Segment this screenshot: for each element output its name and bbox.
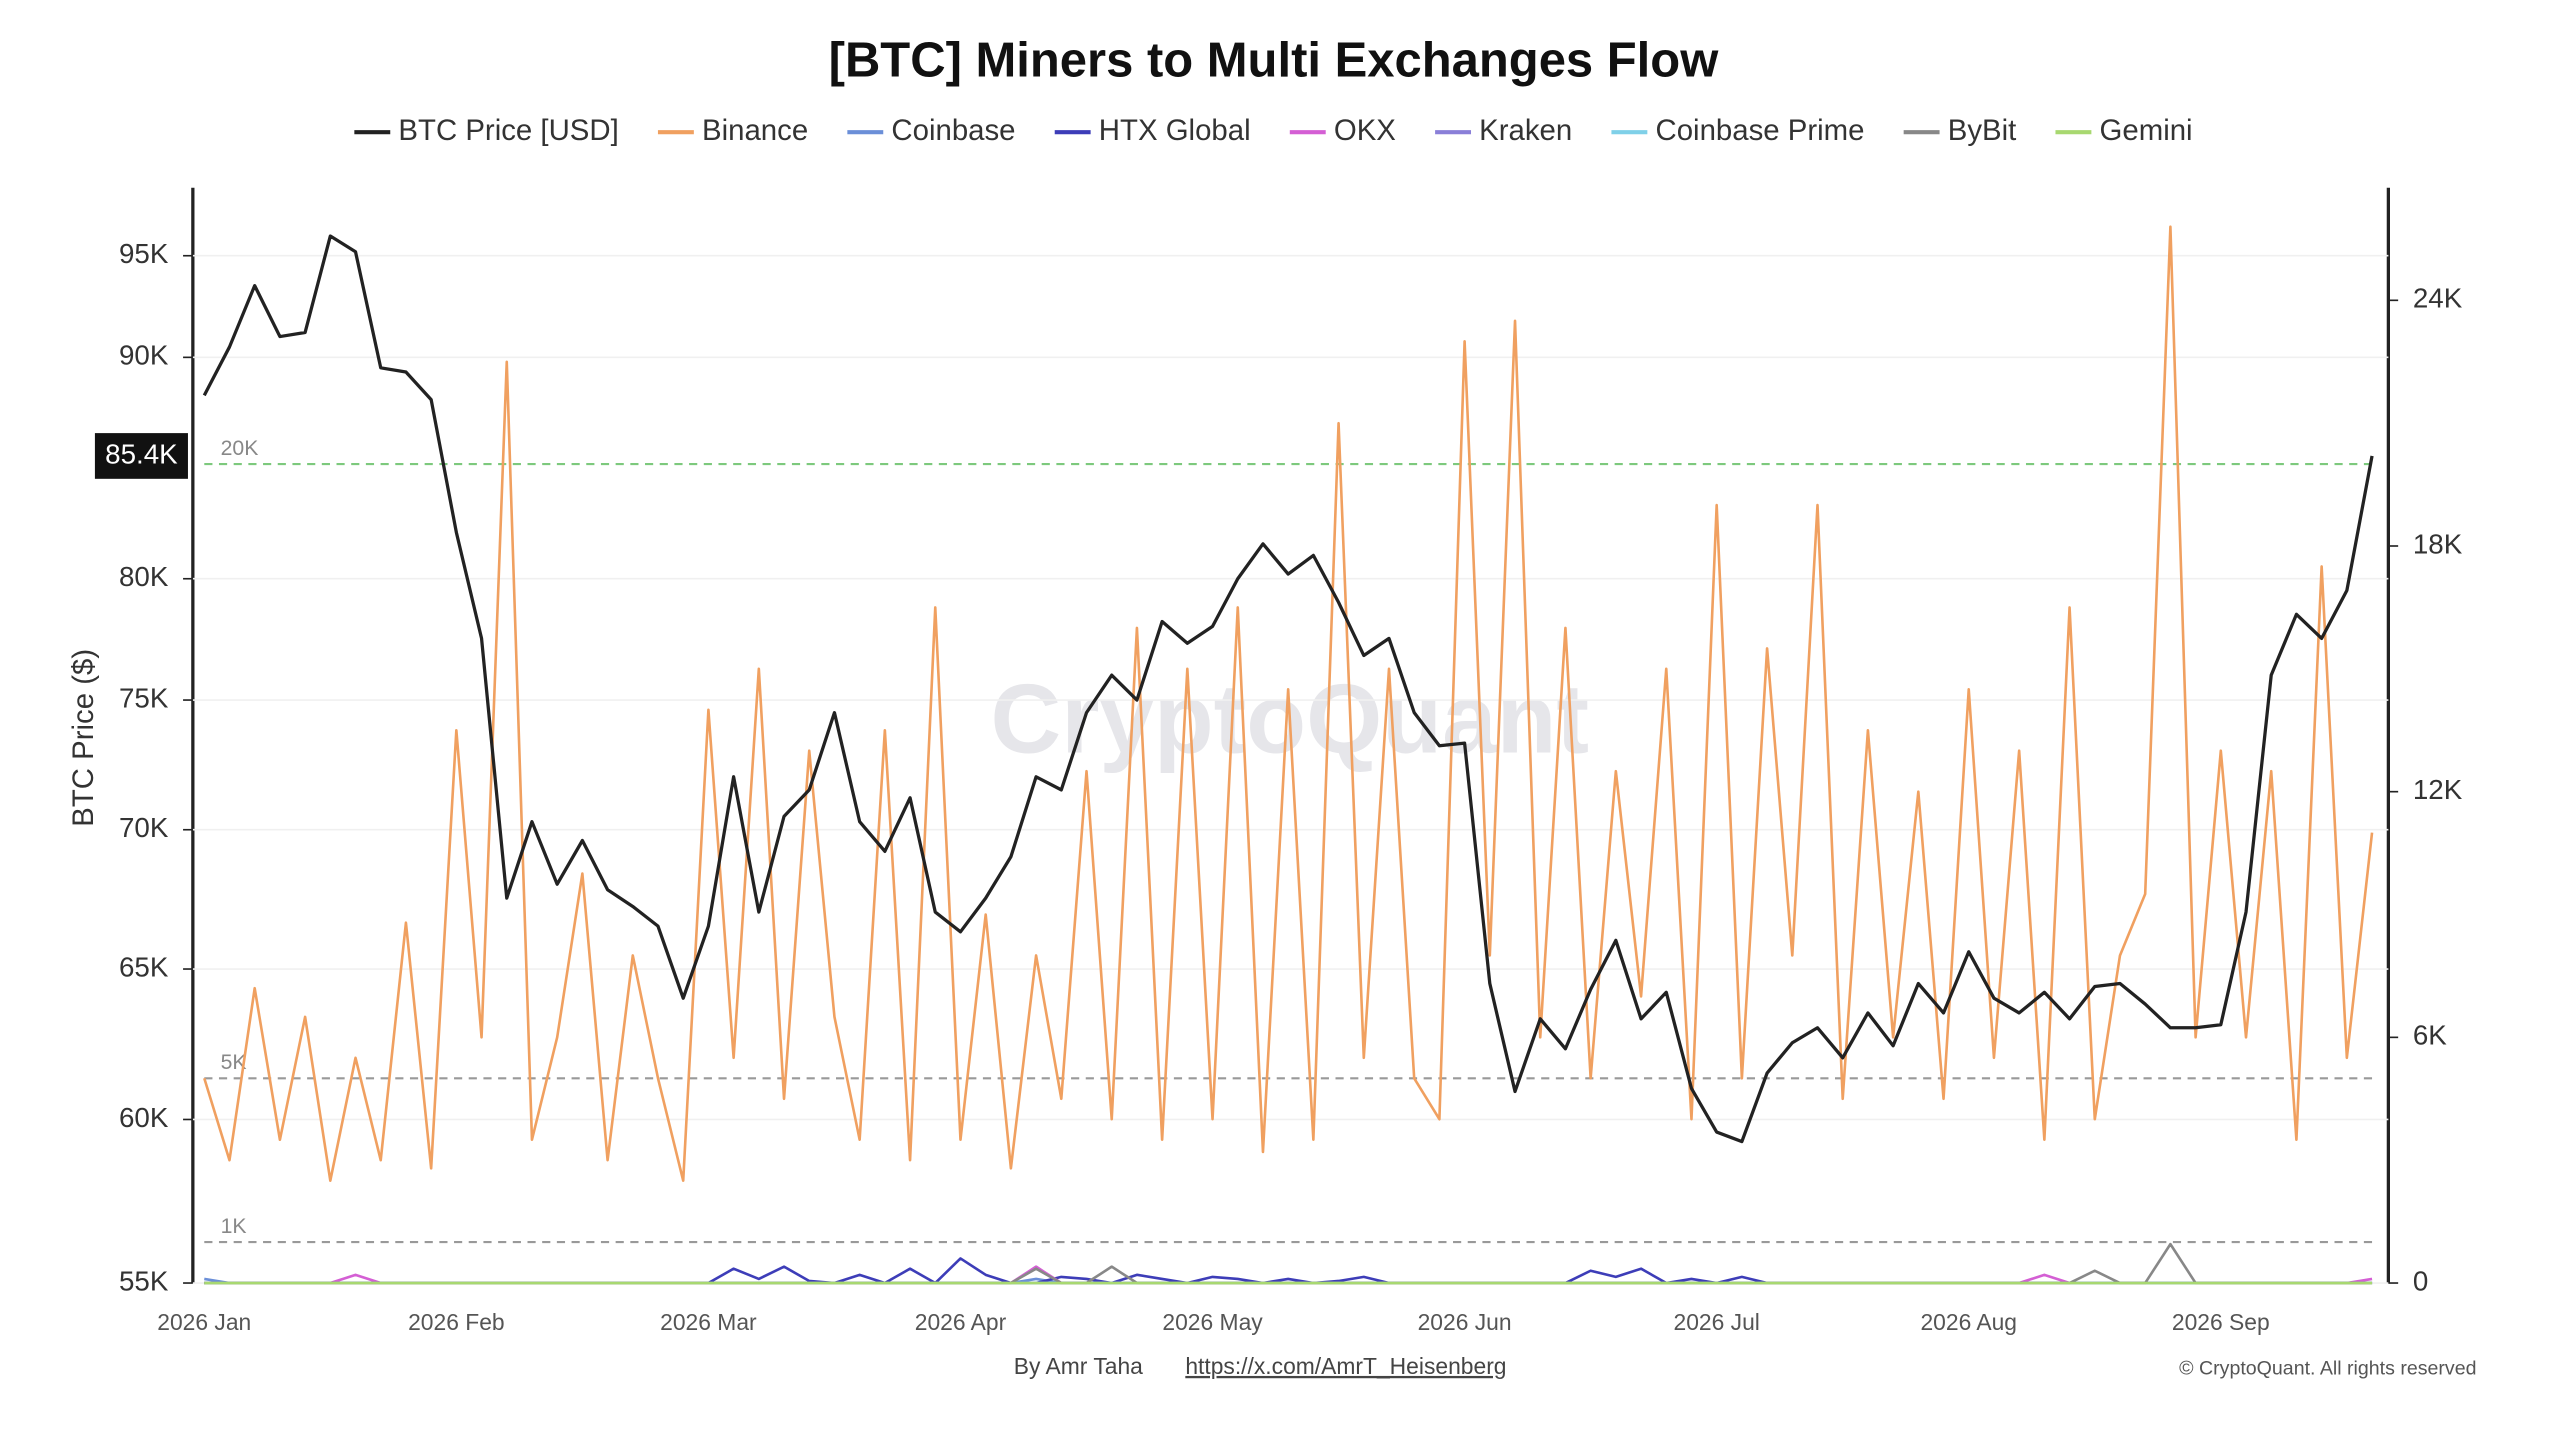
y2-tick-label: 12K <box>2413 774 2463 805</box>
x-tick-label: 2026 Feb <box>408 1309 505 1335</box>
y-tick-label: 80K <box>119 561 169 592</box>
reference-label: 5K <box>221 1051 247 1074</box>
copyright: © CryptoQuant. All rights reserved <box>2179 1358 2476 1380</box>
series-line <box>204 1242 2373 1285</box>
price-tag-label: 85.4K <box>105 438 178 469</box>
y2-tick-label: 6K <box>2413 1020 2447 1051</box>
legend-label: Gemini <box>2100 114 2193 147</box>
x-tick-label: 2026 Jul <box>1673 1309 1759 1335</box>
y-tick-label: 55K <box>119 1265 169 1296</box>
chart-title: [BTC] Miners to Multi Exchanges Flow <box>829 34 1720 88</box>
x-tick-label: 2026 Apr <box>915 1309 1007 1335</box>
legend-label: ByBit <box>1948 114 2017 147</box>
y-tick-label: 70K <box>119 812 169 843</box>
legend-label: Binance <box>702 114 808 147</box>
price-tag-bg <box>94 433 188 479</box>
legend-label: Coinbase <box>891 114 1015 147</box>
legend-label: Coinbase Prime <box>1655 114 1864 147</box>
reference-label: 1K <box>221 1215 247 1238</box>
series-line <box>204 1257 2373 1285</box>
y-tick-label: 95K <box>119 238 169 269</box>
legend: BTC Price [USD] Binance Coinbase HTX Global… <box>354 114 2193 147</box>
x-tick-label: 2026 Jan <box>157 1309 251 1335</box>
series-line <box>202 234 2374 1144</box>
legend-label: HTX Global <box>1099 114 1251 147</box>
x-tick-label: 2026 Jun <box>1418 1309 1512 1335</box>
credit-link[interactable]: https://x.com/AmrT_Heisenberg <box>1185 1353 1506 1379</box>
x-tick-label: 2026 Mar <box>660 1309 757 1335</box>
y-tick-label: 65K <box>119 951 169 982</box>
y-tick-label: 75K <box>119 682 169 713</box>
legend-label: BTC Price [USD] <box>398 114 618 147</box>
legend-label: Kraken <box>1479 114 1572 147</box>
y2-tick-label: 0 <box>2413 1265 2428 1296</box>
y2-tick-label: 18K <box>2413 528 2463 559</box>
y-tick-label: 60K <box>119 1102 169 1133</box>
credit: By Amr Taha <box>1014 1353 1143 1379</box>
x-tick-label: 2026 Aug <box>1920 1309 2017 1335</box>
y2-tick-label: 24K <box>2413 283 2463 314</box>
x-tick-label: 2026 Sep <box>2172 1309 2270 1335</box>
series-line <box>203 225 2374 1182</box>
x-tick-label: 2026 May <box>1162 1309 1263 1335</box>
legend-label: OKX <box>1334 114 1396 147</box>
y-axis-label: BTC Price ($) <box>67 649 100 827</box>
y-tick-label: 90K <box>119 340 169 371</box>
series-line <box>204 1265 2373 1285</box>
reference-label: 20K <box>221 437 259 460</box>
